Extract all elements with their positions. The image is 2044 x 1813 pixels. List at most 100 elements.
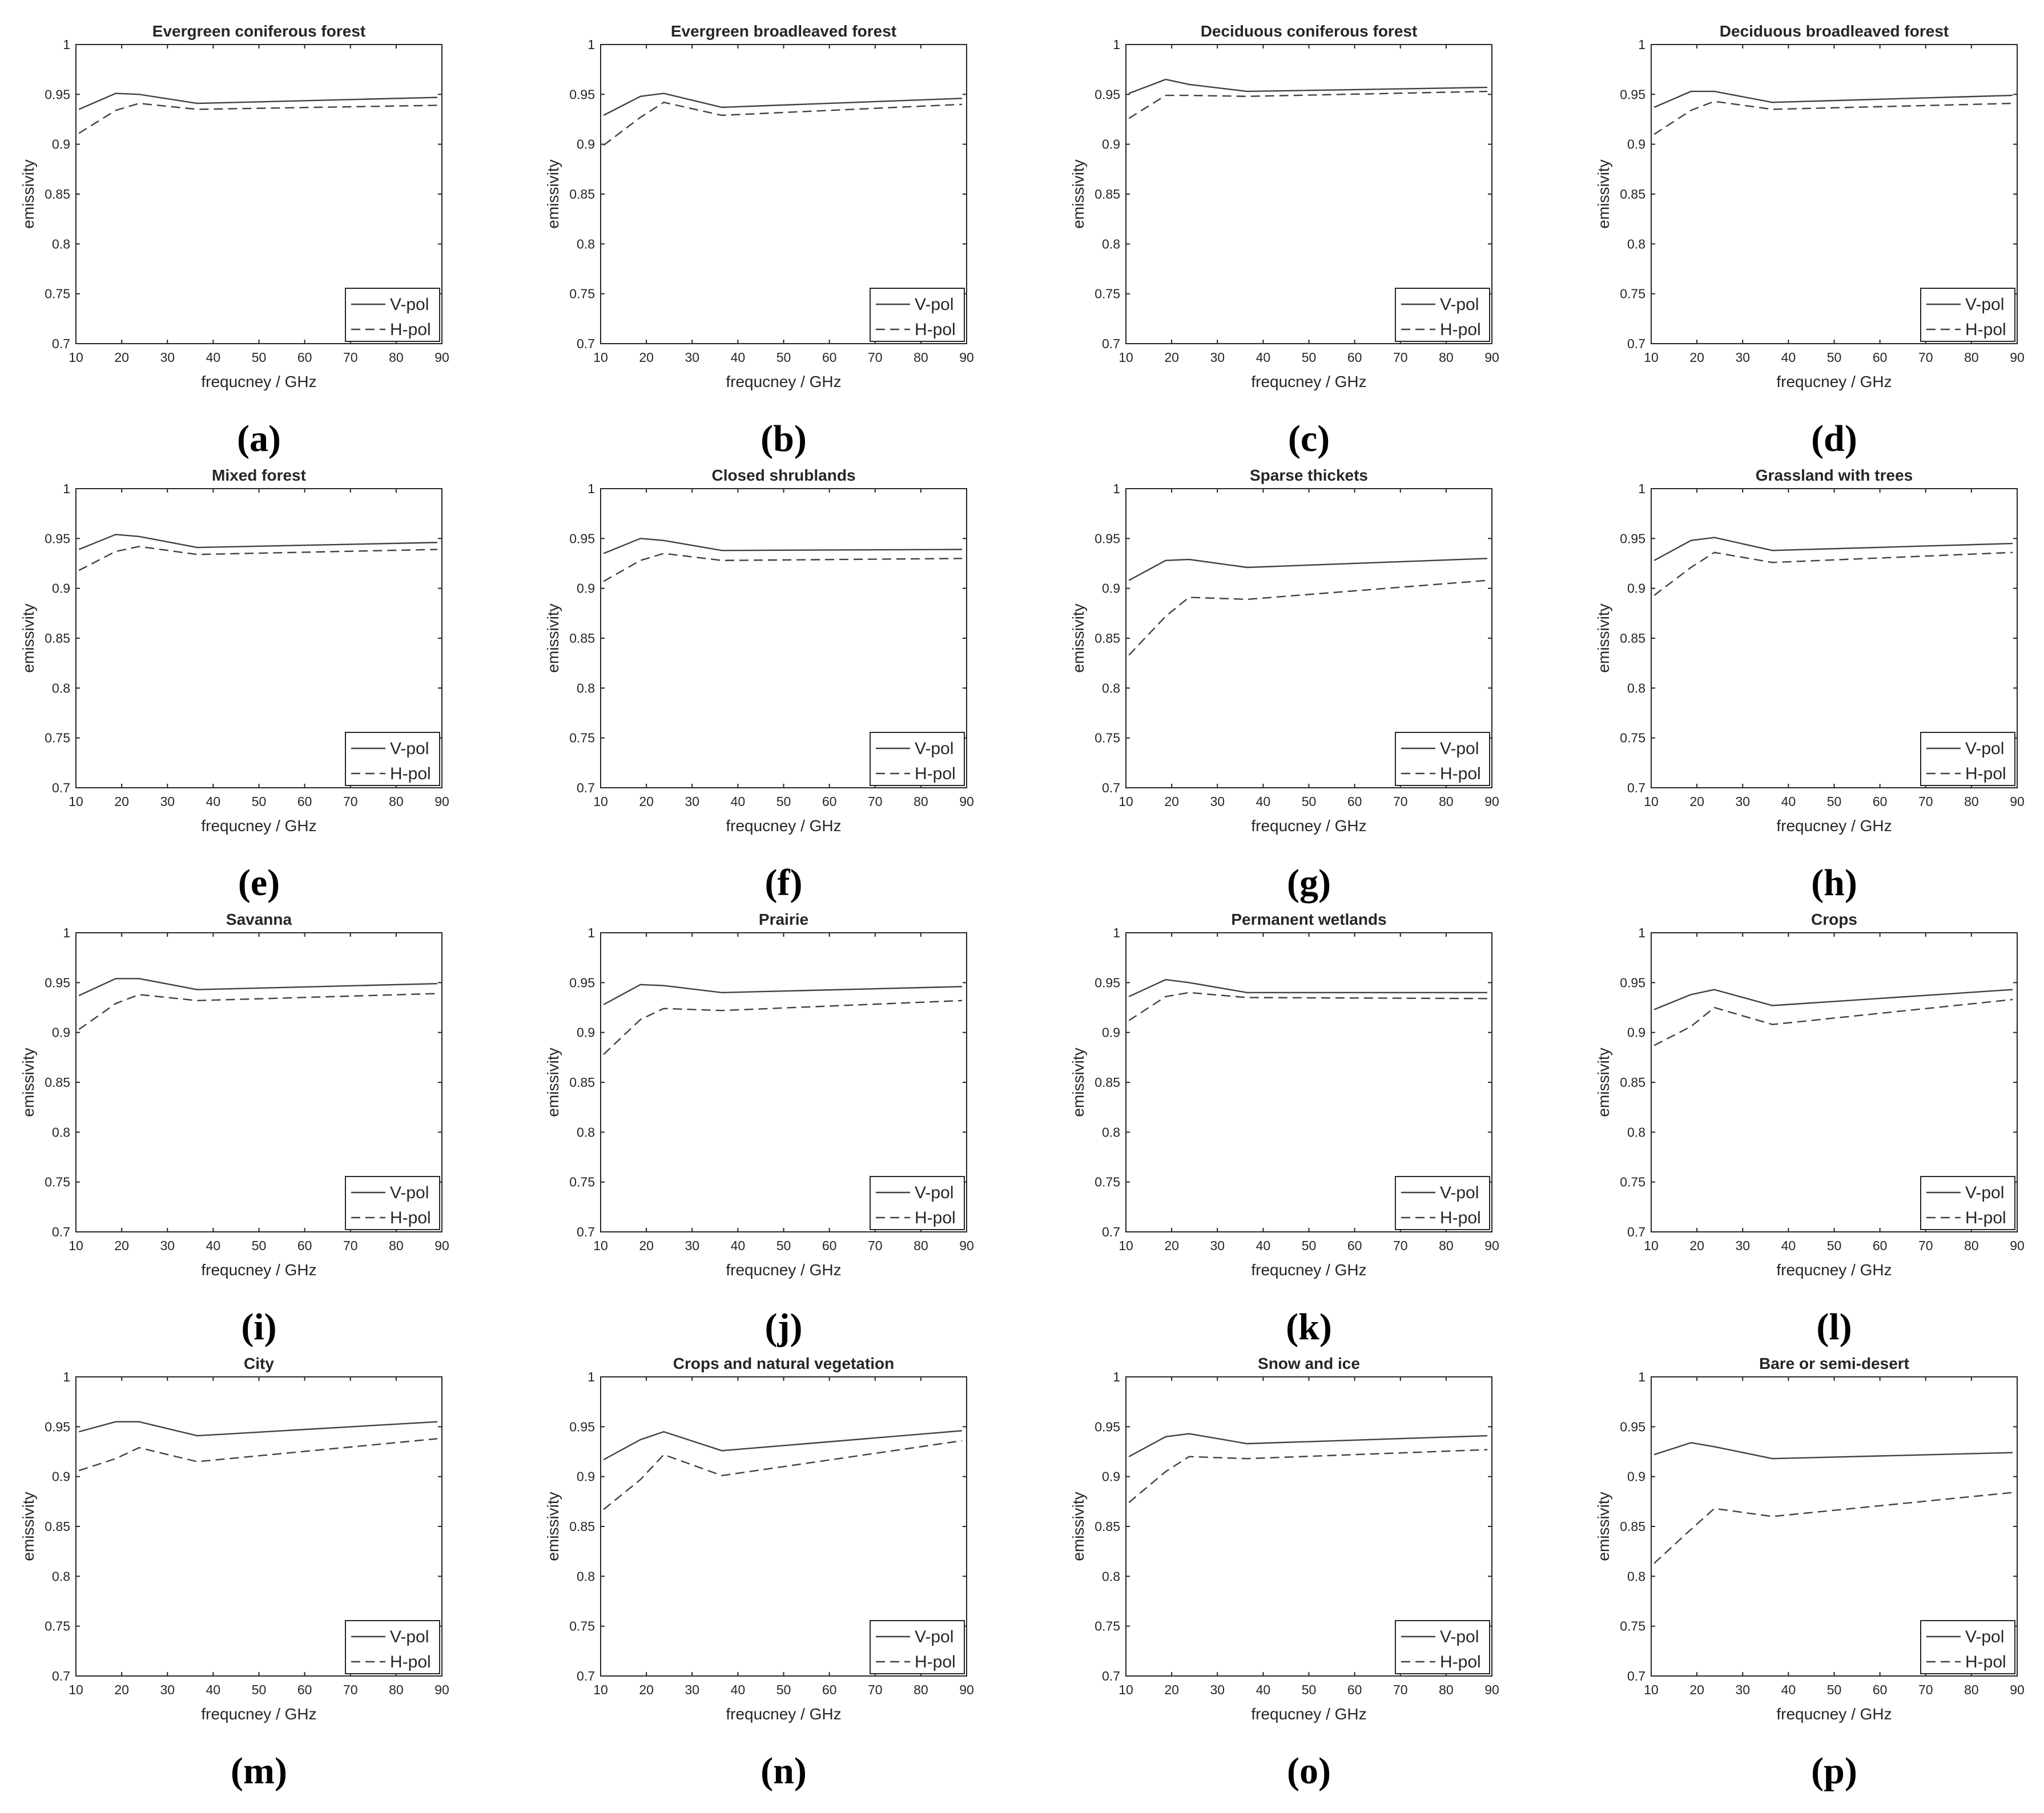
panel-label: (b): [761, 418, 807, 460]
series-line-h-pol: [79, 546, 437, 570]
y-tick-label: 0.95: [1095, 1419, 1120, 1434]
x-tick-label: 10: [1644, 1238, 1659, 1253]
y-tick-label: 0.75: [569, 287, 595, 301]
y-tick-label: 0.75: [1620, 1175, 1645, 1190]
x-tick-label: 30: [160, 350, 175, 365]
x-axis-label: frequcney / GHz: [1776, 817, 1892, 835]
x-tick-label: 20: [1164, 794, 1179, 809]
x-axis-label: frequcney / GHz: [1251, 1261, 1366, 1279]
series-line-h-pol: [1654, 1000, 2013, 1045]
y-tick-label: 0.75: [45, 287, 70, 301]
x-tick-label: 20: [114, 350, 129, 365]
x-tick-label: 70: [343, 1238, 358, 1253]
plot-title: Savanna: [226, 910, 292, 928]
y-tick-label: 0.9: [1627, 1025, 1645, 1040]
y-tick-label: 0.85: [569, 187, 595, 202]
x-tick-label: 10: [69, 794, 83, 809]
y-tick-label: 0.9: [52, 137, 70, 152]
y-tick-label: 1: [1638, 481, 1645, 496]
panel-label: (m): [231, 1750, 287, 1792]
x-tick-label: 70: [1918, 350, 1933, 365]
y-tick-label: 0.8: [1102, 1569, 1120, 1584]
x-tick-label: 70: [343, 1682, 358, 1697]
x-tick-label: 50: [252, 794, 267, 809]
x-tick-label: 90: [1484, 794, 1499, 809]
y-tick-label: 0.9: [52, 581, 70, 596]
x-tick-label: 90: [434, 794, 449, 809]
plot-title: Evergreen coniferous forest: [152, 22, 365, 40]
x-tick-label: 40: [1256, 794, 1271, 809]
y-tick-label: 0.8: [577, 680, 595, 695]
x-tick-label: 30: [160, 1238, 175, 1253]
y-tick-label: 0.95: [1620, 1419, 1645, 1434]
y-tick-label: 0.95: [569, 87, 595, 102]
x-axis-label: frequcney / GHz: [1251, 817, 1366, 835]
x-tick-label: 10: [69, 1682, 83, 1697]
series-line-h-pol: [79, 103, 437, 133]
x-tick-label: 10: [1644, 350, 1659, 365]
plot-title: Snow and ice: [1258, 1355, 1360, 1372]
x-tick-label: 60: [1347, 1238, 1362, 1253]
y-tick-label: 0.75: [1620, 287, 1645, 301]
x-tick-label: 60: [1347, 350, 1362, 365]
series-line-h-pol: [1129, 993, 1487, 1021]
x-tick-label: 30: [1210, 1682, 1225, 1697]
x-tick-label: 20: [639, 350, 654, 365]
legend-label-v-pol: V-pol: [390, 1183, 429, 1202]
y-tick-label: 0.8: [577, 1569, 595, 1584]
series-line-v-pol: [1129, 558, 1487, 580]
x-tick-label: 40: [1781, 1682, 1796, 1697]
y-axis-label: emissivity: [544, 1047, 562, 1117]
y-tick-label: 0.85: [45, 1519, 70, 1534]
legend-label-v-pol: V-pol: [915, 1183, 953, 1202]
series-line-h-pol: [603, 1001, 962, 1054]
y-tick-label: 0.8: [52, 680, 70, 695]
plot-title: City: [244, 1355, 274, 1372]
panel-label: (a): [237, 418, 281, 460]
x-tick-label: 50: [1827, 1238, 1842, 1253]
y-tick-label: 0.8: [1102, 1125, 1120, 1139]
y-tick-label: 0.9: [1627, 581, 1645, 596]
panel-label: (f): [765, 862, 803, 904]
x-tick-label: 60: [297, 350, 312, 365]
legend-label-h-pol: H-pol: [915, 764, 956, 783]
y-tick-label: 0.85: [1620, 1075, 1645, 1090]
y-tick-label: 0.75: [1620, 731, 1645, 746]
y-tick-label: 0.8: [1102, 236, 1120, 251]
x-tick-label: 70: [868, 350, 883, 365]
y-axis-label: emissivity: [19, 603, 37, 672]
x-tick-label: 40: [1256, 1238, 1271, 1253]
y-tick-label: 0.8: [1627, 1125, 1645, 1139]
x-tick-label: 20: [1164, 350, 1179, 365]
x-tick-label: 70: [1918, 1682, 1933, 1697]
y-tick-label: 1: [1638, 37, 1645, 52]
x-tick-label: 20: [639, 794, 654, 809]
x-tick-label: 10: [1644, 1682, 1659, 1697]
x-tick-label: 50: [1302, 1238, 1317, 1253]
legend-label-v-pol: V-pol: [1965, 295, 2004, 314]
x-tick-label: 60: [822, 1682, 837, 1697]
series-line-h-pol: [1654, 1493, 2013, 1564]
y-tick-label: 0.75: [1095, 1175, 1120, 1190]
legend-label-v-pol: V-pol: [915, 295, 953, 314]
x-tick-label: 80: [914, 1682, 928, 1697]
x-tick-label: 40: [1256, 350, 1271, 365]
x-tick-label: 90: [2010, 794, 2025, 809]
y-tick-label: 0.85: [569, 1075, 595, 1090]
x-tick-label: 40: [731, 350, 746, 365]
x-axis-label: frequcney / GHz: [726, 373, 841, 390]
x-tick-label: 20: [114, 1238, 129, 1253]
x-tick-label: 20: [1689, 350, 1704, 365]
x-tick-label: 10: [1118, 1682, 1133, 1697]
x-tick-label: 90: [959, 1238, 974, 1253]
panel-label: (d): [1811, 418, 1857, 460]
